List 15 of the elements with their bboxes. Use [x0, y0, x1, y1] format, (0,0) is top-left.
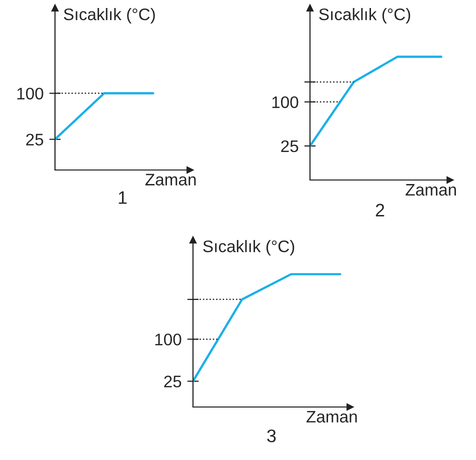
y-axis-title: Sıcaklık (°C): [64, 8, 155, 24]
y-tick-label: 100: [155, 334, 182, 346]
text: 3: [267, 429, 276, 442]
x-axis-title: Zaman: [145, 174, 196, 186]
y-axis-title: Sıcaklık (°C): [319, 8, 410, 24]
y-axis-title: Sıcaklık (°C): [203, 240, 294, 256]
y-tick-label: 100: [272, 96, 298, 108]
text: 1: [118, 191, 127, 204]
text: 2: [376, 204, 384, 216]
y-tick-label: 25: [281, 140, 298, 152]
y-tick-label: 25: [26, 134, 44, 146]
x-axis-title: Zaman: [306, 410, 357, 423]
y-tick-label: 100: [17, 88, 44, 100]
y-tick-label: 25: [164, 376, 182, 388]
x-axis-title: Zaman: [406, 184, 456, 196]
